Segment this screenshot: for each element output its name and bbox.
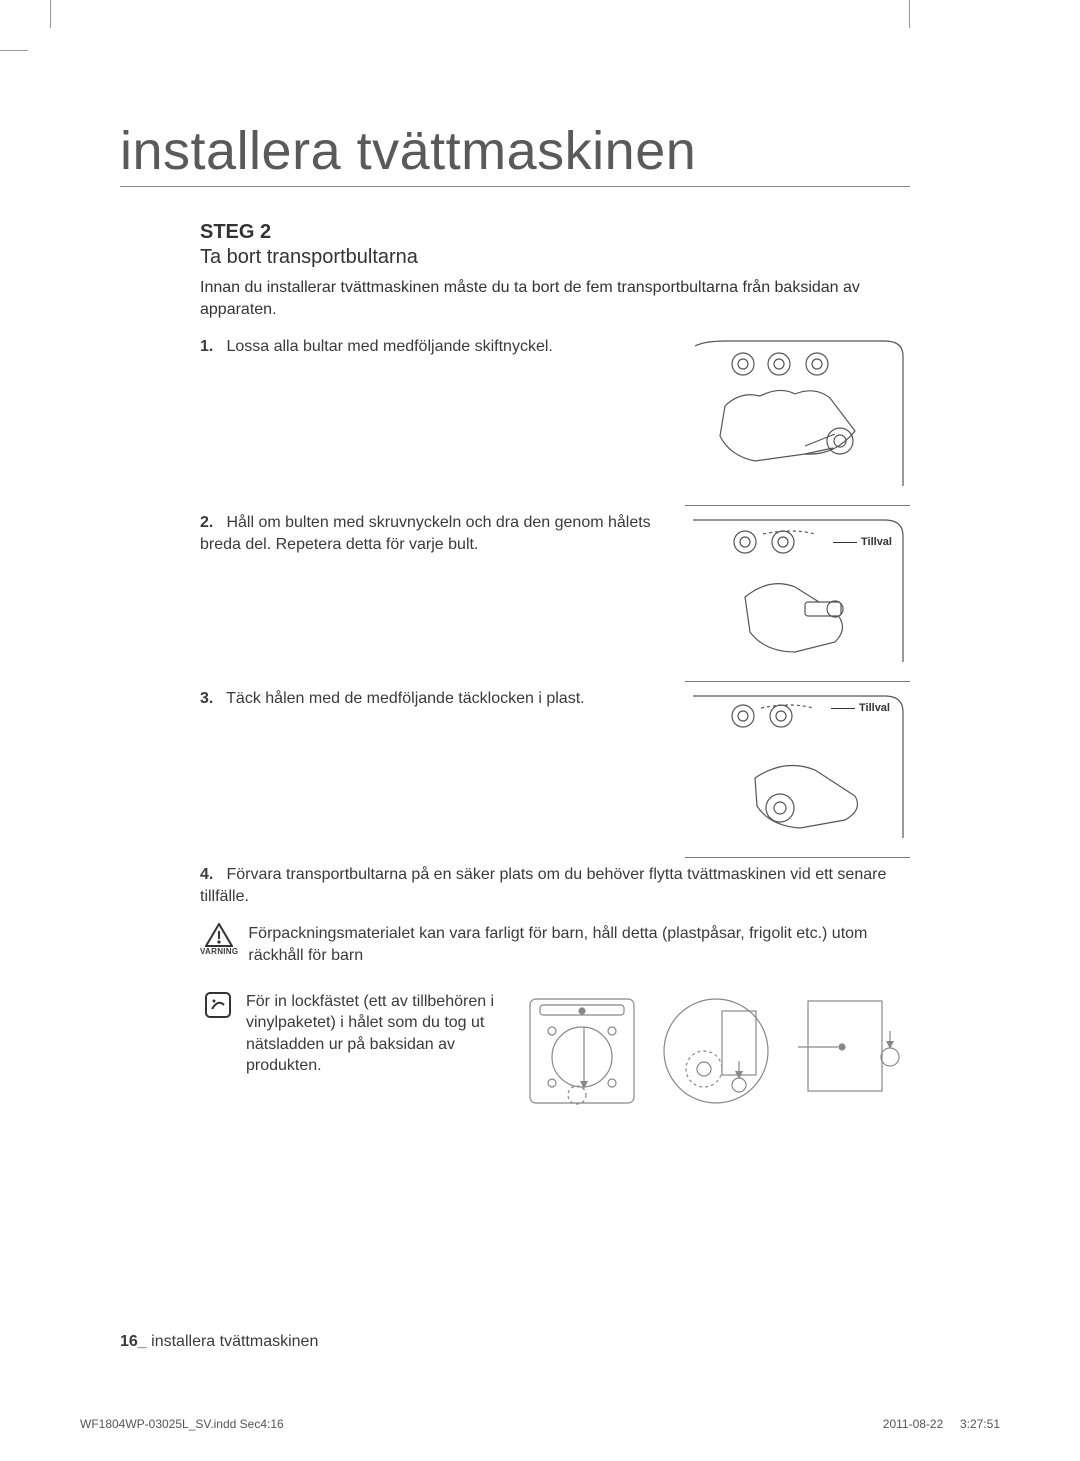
step-text: 4. Förvara transportbultarna på en säker… xyxy=(200,864,910,907)
step-text: 1. Lossa alla bultar med medföljande ski… xyxy=(200,336,673,358)
figure-remove-bolt: Tillval xyxy=(685,512,910,682)
page-content: installera tvättmaskinen STEG 2 Ta bort … xyxy=(120,120,910,1361)
figure-cover-holes: Tillval xyxy=(685,688,910,858)
info-note: För in lockfästet (ett av tillbehören i … xyxy=(200,991,910,1111)
imprint-date: 2011-08-22 xyxy=(883,1417,944,1431)
step-body: Förvara transportbultarna på en säker pl… xyxy=(200,866,886,905)
intro-text: Innan du installerar tvättmaskinen måste… xyxy=(200,277,910,320)
warning-label: VARNING xyxy=(200,947,238,956)
imprint-time: 3:27:51 xyxy=(960,1417,1000,1431)
figure-panel xyxy=(790,991,910,1111)
step-label: STEG 2 xyxy=(200,221,910,244)
page-footer: 16_ installera tvättmaskinen xyxy=(120,1333,318,1351)
figure-label: Tillval xyxy=(859,702,890,714)
step-body: Täck hålen med de medföljande täcklocken… xyxy=(226,690,584,707)
warning-note: VARNING Förpackningsmaterialet kan vara … xyxy=(200,923,910,966)
step-row: 4. Förvara transportbultarna på en säker… xyxy=(200,858,910,913)
step-row: 1. Lossa alla bultar med medföljande ski… xyxy=(200,330,910,506)
step-number: 1. xyxy=(200,336,222,358)
bottom-figures xyxy=(522,991,910,1111)
step-body: Håll om bulten med skruvnyckeln och dra … xyxy=(200,514,651,553)
page-title: installera tvättmaskinen xyxy=(120,120,910,187)
step-number: 2. xyxy=(200,512,222,534)
step-subtitle: Ta bort transportbultarna xyxy=(200,246,910,269)
figure-washer-back xyxy=(522,991,642,1111)
step-text: 3. Täck hålen med de medföljande täckloc… xyxy=(200,688,673,710)
figure-label: Tillval xyxy=(861,536,892,548)
note-icon xyxy=(200,991,236,1019)
step-number: 4. xyxy=(200,864,222,886)
step-body: Lossa alla bultar med medföljande skiftn… xyxy=(226,338,552,355)
note-text: För in lockfästet (ett av tillbehören i … xyxy=(246,991,512,1077)
figure-cap-detail xyxy=(656,991,776,1111)
warning-text: Förpackningsmaterialet kan vara farligt … xyxy=(248,923,910,966)
footer-section: installera tvättmaskinen xyxy=(151,1333,318,1350)
crop-mark xyxy=(0,50,28,51)
step-number: 3. xyxy=(200,688,222,710)
page-number: 16_ xyxy=(120,1333,147,1350)
imprint: WF1804WP-03025L_SV.indd Sec4:16 2011-08-… xyxy=(80,1417,1000,1431)
step-row: 2. Håll om bulten med skruvnyckeln och d… xyxy=(200,506,910,682)
step-text: 2. Håll om bulten med skruvnyckeln och d… xyxy=(200,512,673,555)
figure-loosen-bolts xyxy=(685,336,910,506)
imprint-file: WF1804WP-03025L_SV.indd Sec4:16 xyxy=(80,1417,284,1431)
warning-icon: VARNING xyxy=(200,923,238,956)
step-row: 3. Täck hålen med de medföljande täckloc… xyxy=(200,682,910,858)
